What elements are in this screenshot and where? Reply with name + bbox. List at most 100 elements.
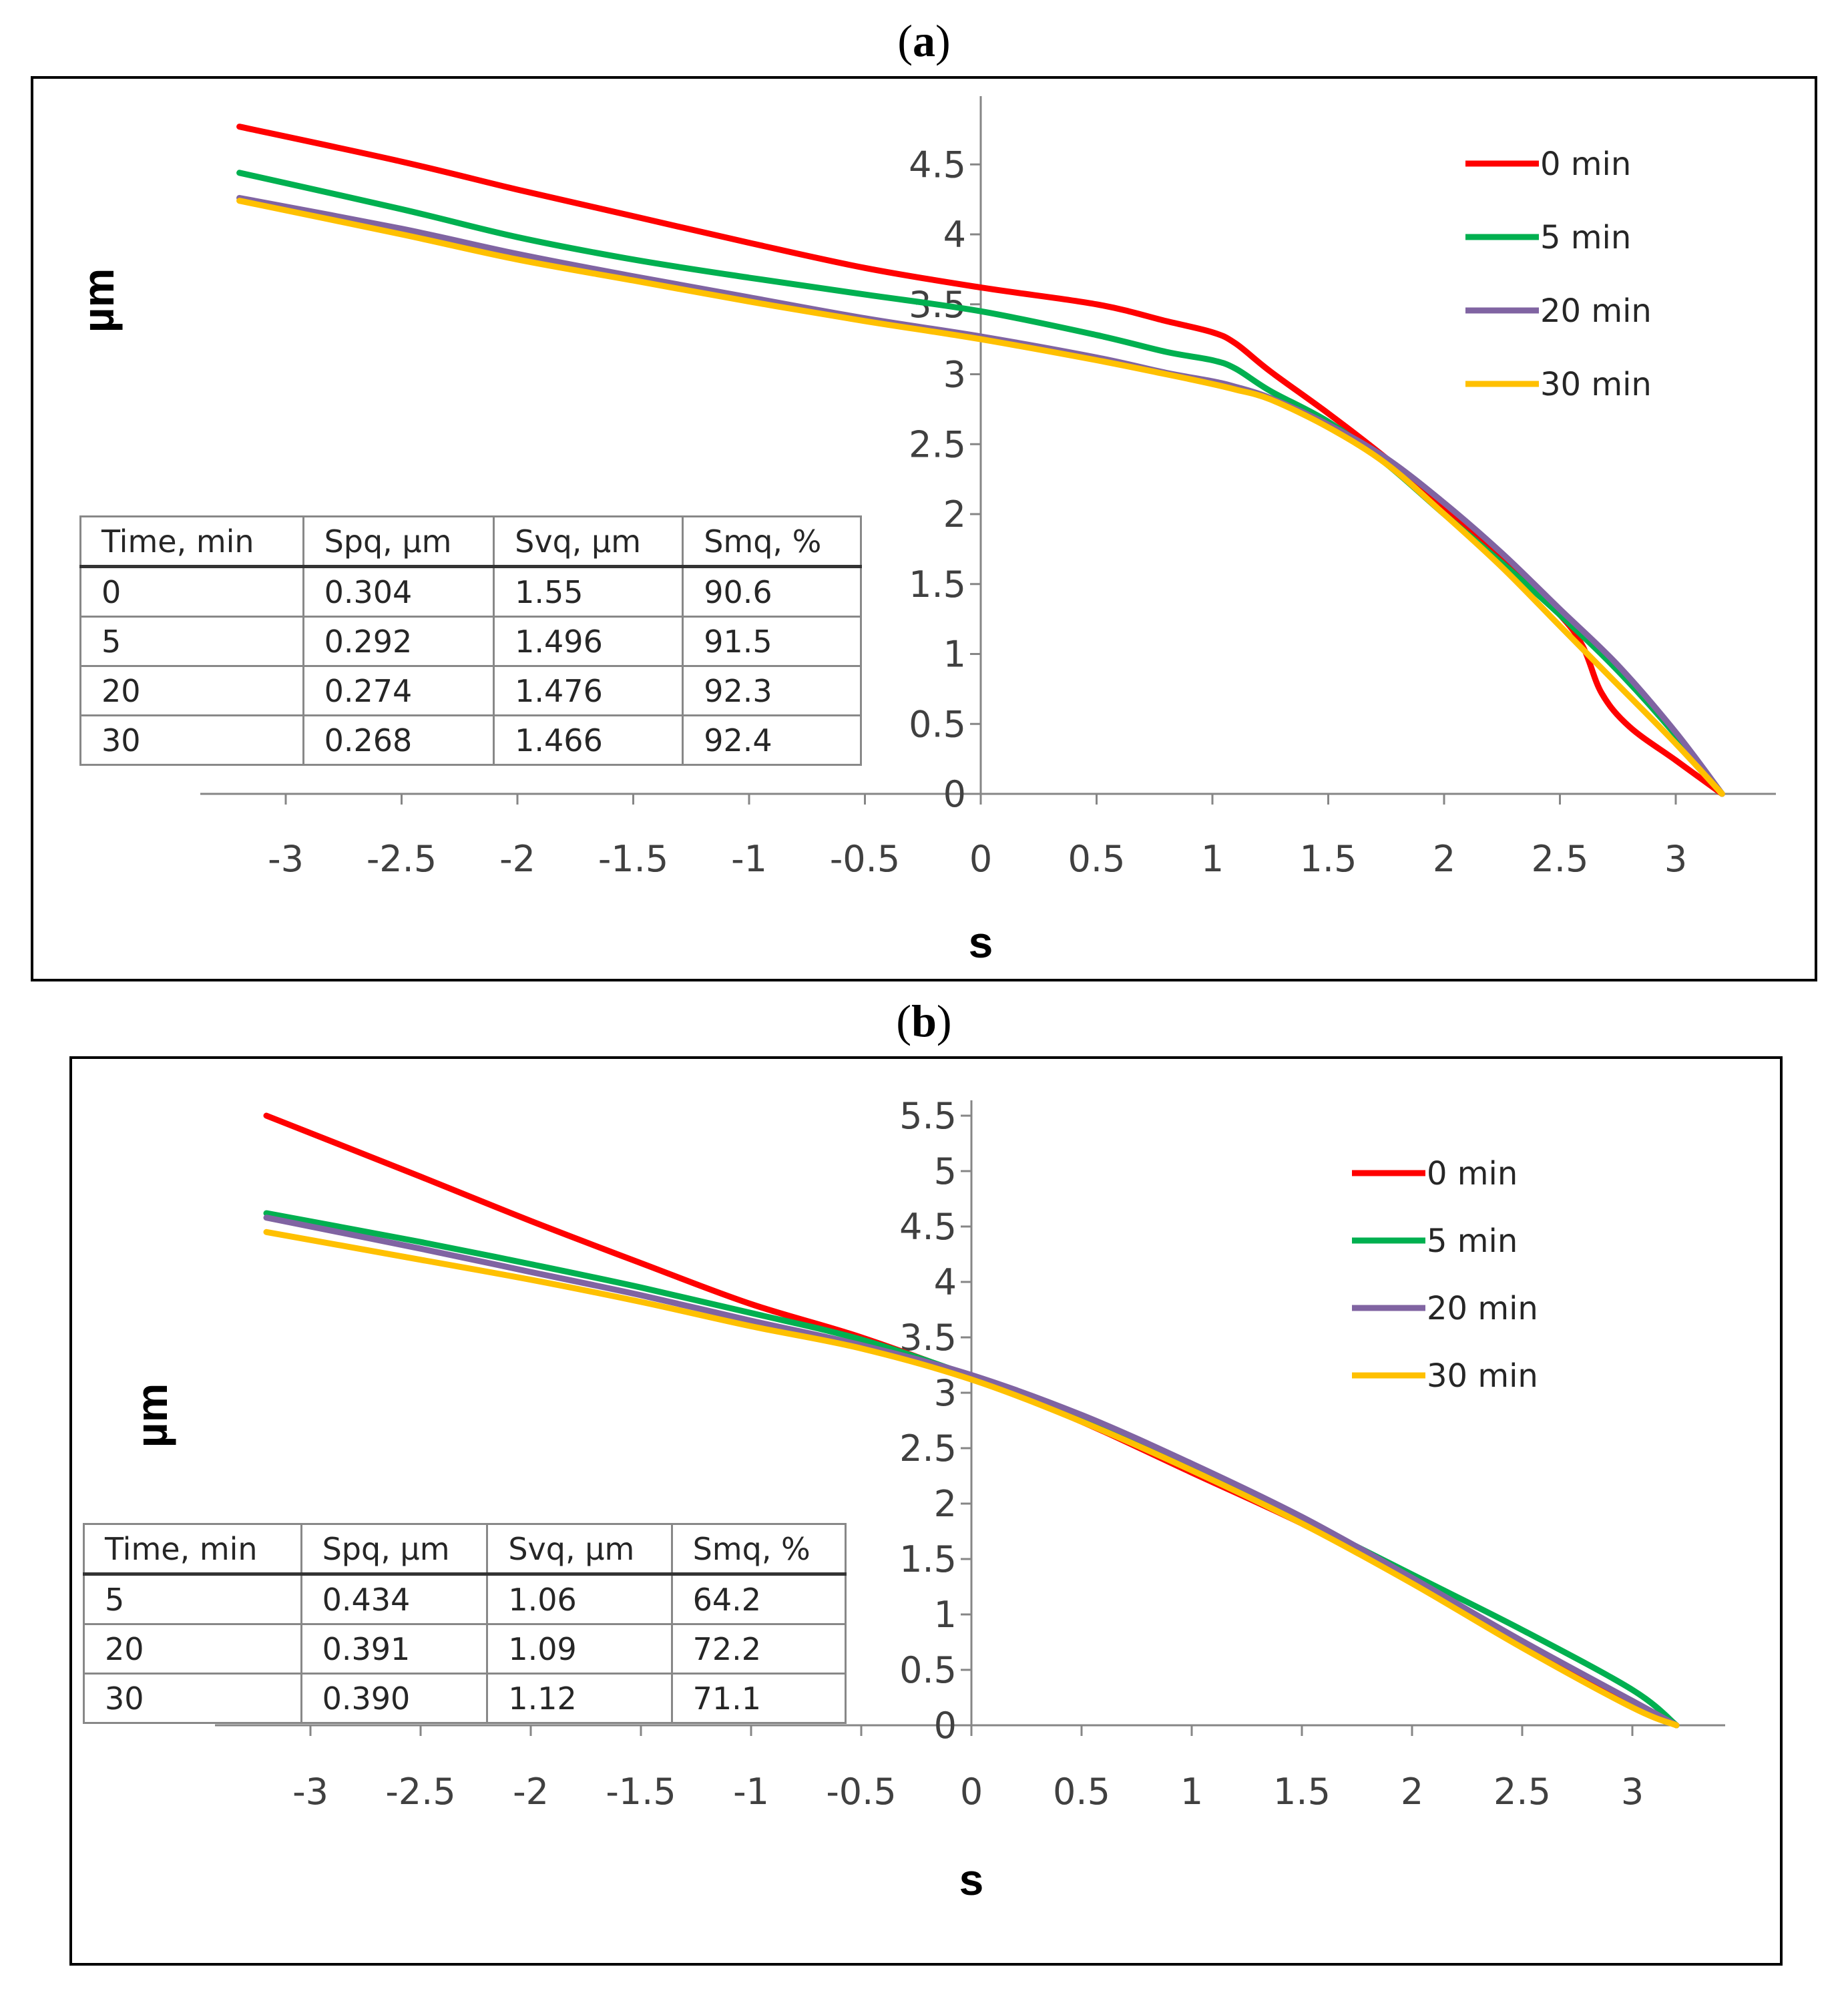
legend-label: 5 min [1427,1223,1518,1260]
y-tick-label: 1 [934,1594,957,1636]
stats-table-a: Time, min Spq, µm Svq, µm Smq, % 0 0.304… [79,515,862,766]
table-cell: 0.390 [300,1673,489,1724]
series-line [236,198,1725,797]
y-tick-label: 4 [934,1261,957,1303]
y-tick-label: 0.5 [899,1649,957,1691]
table-cell: 5 [79,616,304,667]
x-tick-label: 0 [960,1771,983,1813]
x-tick-label: 2.5 [1532,838,1589,880]
table-cell: 1.55 [493,566,684,618]
series-line [236,170,1725,797]
y-tick-label: 3 [943,354,966,396]
x-tick-label: 0 [969,838,992,880]
series-line [263,1214,1680,1729]
table-cell: 30 [79,714,304,766]
table-cell: 30 [83,1673,302,1724]
table-header-cell: Smq, % [670,1523,847,1576]
y-tick-label: 5 [934,1150,957,1192]
panel-a-label: (a) [897,15,951,66]
y-tick-label: 0 [934,1705,957,1747]
y-tick-label: 4.5 [909,144,966,186]
x-tick-label: -3 [268,838,304,880]
y-tick-label: 5.5 [899,1095,957,1137]
x-tick-label: -2.5 [385,1771,455,1813]
table-cell: 90.6 [682,566,862,618]
table-header-cell: Time, min [79,515,304,568]
table-header-cell: Spq, µm [300,1523,489,1576]
table-row: 5 0.292 1.496 91.5 [79,616,862,667]
x-tick-label: -1 [731,838,767,880]
table-header-cell: Svq, µm [493,515,684,568]
table-cell: 0.434 [300,1573,489,1625]
table-cell: 72.2 [670,1623,847,1675]
y-tick-label: 2 [934,1483,957,1525]
table-cell: 91.5 [682,616,862,667]
table-row: 5 0.434 1.06 64.2 [83,1573,847,1625]
x-tick-label: 3 [1664,838,1687,880]
y-tick-label: 0.5 [909,703,966,745]
y-tick-label: 0 [943,773,966,815]
table-cell: 92.4 [682,714,862,766]
panel-b-label: (b) [896,996,952,1046]
legend-label: 0 min [1427,1155,1518,1192]
table-cell: 92.3 [682,665,862,716]
table-cell: 1.09 [486,1623,673,1675]
table-cell: 0.268 [302,714,495,766]
table-row: 20 0.391 1.09 72.2 [83,1623,847,1675]
table-cell: 1.12 [486,1673,673,1724]
x-tick-label: 1.5 [1300,838,1357,880]
y-tick-label: 2 [943,493,966,535]
table-row: 20 0.274 1.476 92.3 [79,665,862,716]
table-cell: 0.391 [300,1623,489,1675]
legend-label: 30 min [1427,1357,1538,1395]
x-tick-label: -0.5 [830,838,900,880]
table-header-row: Time, min Spq, µm Svq, µm Smq, % [83,1523,847,1576]
table-cell: 71.1 [670,1673,847,1724]
x-tick-label: 1 [1180,1771,1203,1813]
table-cell: 20 [83,1623,302,1675]
legend-label: 30 min [1540,366,1652,403]
table-cell: 1.496 [493,616,684,667]
table-cell: 1.466 [493,714,684,766]
x-axis-title: s [959,1855,984,1904]
x-tick-label: -0.5 [826,1771,896,1813]
table-cell: 5 [83,1573,302,1625]
x-tick-label: 2.5 [1493,1771,1551,1813]
x-tick-label: -2 [499,838,535,880]
table-cell: 0.304 [302,566,495,618]
y-tick-label: 1.5 [909,564,966,606]
table-row: 30 0.390 1.12 71.1 [83,1673,847,1724]
x-tick-label: 1.5 [1273,1771,1331,1813]
table-cell: 0.274 [302,665,495,716]
table-row: 30 0.268 1.466 92.4 [79,714,862,766]
table-header-row: Time, min Spq, µm Svq, µm Smq, % [79,515,862,568]
table-cell: 0.292 [302,616,495,667]
x-axis-title: s [969,917,993,967]
table-header-cell: Time, min [83,1523,302,1576]
table-header-cell: Spq, µm [302,515,495,568]
stats-table-b: Time, min Spq, µm Svq, µm Smq, % 5 0.434… [83,1523,847,1724]
x-tick-label: 0.5 [1053,1771,1110,1813]
legend-label: 5 min [1540,219,1631,256]
y-axis-title: µm [127,1383,176,1448]
legend-label: 20 min [1540,292,1652,330]
y-tick-label: 4 [943,214,966,256]
x-tick-label: -1.5 [598,838,668,880]
series-line [263,1229,1680,1729]
table-header-cell: Svq, µm [486,1523,673,1576]
x-tick-label: 0.5 [1068,838,1126,880]
y-tick-label: 1.5 [899,1538,957,1580]
x-tick-label: -1 [733,1771,769,1813]
y-tick-label: 1 [943,634,966,676]
x-tick-label: 2 [1401,1771,1423,1813]
chart-b-frame [69,1056,1783,1966]
x-tick-label: -2.5 [367,838,437,880]
x-tick-label: -3 [292,1771,328,1813]
x-tick-label: 3 [1621,1771,1644,1813]
x-tick-label: -2 [513,1771,549,1813]
table-cell: 1.06 [486,1573,673,1625]
y-axis-title: µm [73,268,123,333]
table-cell: 20 [79,665,304,716]
